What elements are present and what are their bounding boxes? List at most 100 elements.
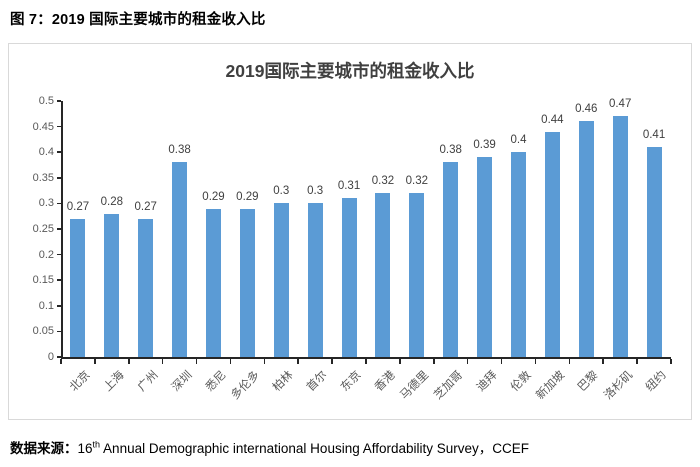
bar-value-label: 0.32 (405, 175, 429, 188)
x-axis-category-label: 伦敦 (508, 369, 534, 394)
x-axis-tick-mark (466, 358, 469, 364)
bar (511, 152, 526, 357)
x-axis-tick-mark (297, 358, 299, 364)
x-axis-tick-mark (433, 358, 435, 364)
x-axis-tick-mark (161, 358, 164, 364)
bar-value-label: 0.38 (439, 144, 462, 157)
x-axis-tick-mark (128, 358, 130, 364)
bar-value-label: 0.3 (273, 185, 290, 198)
bar-value-label: 0.47 (608, 98, 632, 111)
y-axis-tick-mark (57, 356, 61, 358)
bar-value-label: 0.38 (168, 144, 191, 157)
x-axis-tick-mark (263, 358, 266, 364)
y-axis-tick-mark (57, 228, 61, 230)
x-axis-tick-mark (568, 358, 571, 364)
bar (206, 208, 221, 357)
y-axis-tick-label: 0.1 (38, 299, 54, 312)
bar-value-label: 0.27 (66, 200, 90, 213)
bar (341, 198, 357, 357)
x-axis-category-label: 深圳 (169, 369, 195, 394)
bar-value-label: 0.4 (510, 134, 527, 147)
bar (70, 218, 86, 357)
bar (172, 162, 188, 357)
y-axis-tick-mark (57, 177, 61, 179)
x-axis-tick-mark (195, 358, 198, 364)
bar-value-label: 0.39 (473, 139, 496, 152)
data-source-label: 数据来源： (10, 441, 78, 456)
x-axis-category-label: 东京 (338, 369, 364, 394)
y-axis-line (61, 101, 63, 359)
x-axis-category-label: 巴黎 (576, 369, 601, 394)
x-axis-category-label: 香港 (372, 369, 398, 394)
x-axis-tick-mark (534, 358, 537, 364)
data-source: 数据来源：16th Annual Demographic internation… (10, 437, 529, 457)
figure-caption: 图 7：2019 国际主要城市的租金收入比 (10, 12, 266, 28)
bar-value-label: 0.31 (337, 180, 361, 193)
data-source-text-start: 16 (77, 441, 93, 456)
x-axis-tick-mark (602, 358, 604, 364)
data-source-superscript: th (92, 439, 101, 450)
y-axis-tick-label: 0 (47, 351, 54, 363)
x-axis-tick-mark (670, 358, 672, 364)
chart-title: 2019国际主要城市的租金收入比 (225, 61, 475, 81)
bar-value-label: 0.29 (236, 190, 259, 203)
bar-value-label: 0.28 (100, 195, 124, 208)
x-axis-category-label: 新加坡 (534, 369, 567, 403)
x-axis-tick-mark (500, 358, 503, 364)
x-axis-tick-mark (229, 358, 232, 364)
y-axis-tick-label: 0.2 (38, 248, 54, 261)
x-axis-category-label: 首尔 (305, 369, 330, 394)
y-axis-tick-mark (57, 253, 61, 256)
bar (578, 121, 594, 357)
data-source-text-end: Annual Demographic international Housing… (100, 441, 530, 456)
bar-value-label: 0.27 (134, 200, 157, 213)
y-axis-tick-label: 0.3 (38, 197, 54, 210)
bar-value-label: 0.41 (642, 129, 666, 142)
bar (612, 116, 628, 357)
x-axis-category-label: 北京 (67, 369, 93, 394)
x-axis-line (61, 357, 671, 359)
bar (477, 157, 493, 357)
y-axis-tick-label: 0.05 (32, 325, 54, 338)
bar-value-label: 0.3 (307, 185, 324, 198)
y-axis-tick-mark (57, 305, 61, 307)
x-axis-category-label: 洛杉矶 (601, 369, 635, 403)
y-axis-tick-label: 0.25 (32, 223, 54, 235)
bar (443, 162, 459, 357)
bar (409, 193, 425, 357)
bar (307, 203, 323, 357)
x-axis-category-label: 多伦多 (229, 369, 262, 403)
plot-area: 0 0.05 0.1 0.15 0.2 0.25 0.3 0.35 0.4 0.45 0.5 0.27… (9, 44, 691, 419)
x-axis-category-label: 迪拜 (474, 369, 500, 394)
x-axis-tick-mark (331, 358, 333, 364)
bar-value-label: 0.29 (202, 190, 225, 203)
y-axis-tick-label: 0.35 (32, 171, 54, 184)
y-axis-tick-mark (57, 151, 61, 153)
x-axis-category-label: 芝加哥 (432, 369, 466, 403)
x-axis-category-label: 广州 (135, 369, 161, 394)
bar (375, 193, 391, 357)
x-axis-category-label: 悉尼 (203, 369, 229, 394)
bar-value-label: 0.46 (575, 103, 598, 116)
x-axis-tick-mark (60, 358, 62, 364)
y-axis-tick-label: 0.45 (32, 120, 54, 133)
bar-value-label: 0.32 (371, 175, 395, 188)
y-axis-tick-mark (57, 330, 61, 333)
y-axis-tick-label: 0.5 (38, 95, 54, 107)
x-axis-tick-mark (399, 358, 401, 364)
y-axis-tick-mark (57, 100, 61, 102)
x-axis-category-label: 纽约 (643, 369, 669, 394)
x-axis-category-label: 柏林 (271, 369, 296, 394)
bar (104, 213, 120, 357)
y-axis-tick-mark (57, 125, 61, 128)
x-axis-tick-mark (365, 358, 367, 364)
bar (138, 218, 154, 357)
x-axis-tick-mark (636, 358, 638, 364)
y-axis-tick-mark (57, 279, 61, 281)
x-axis-category-label: 马德里 (398, 369, 432, 403)
x-axis-tick-mark (94, 358, 96, 364)
y-axis-tick-label: 0.15 (32, 274, 54, 287)
bar (273, 203, 289, 357)
y-axis-tick-mark (57, 202, 61, 205)
bar (646, 147, 662, 357)
